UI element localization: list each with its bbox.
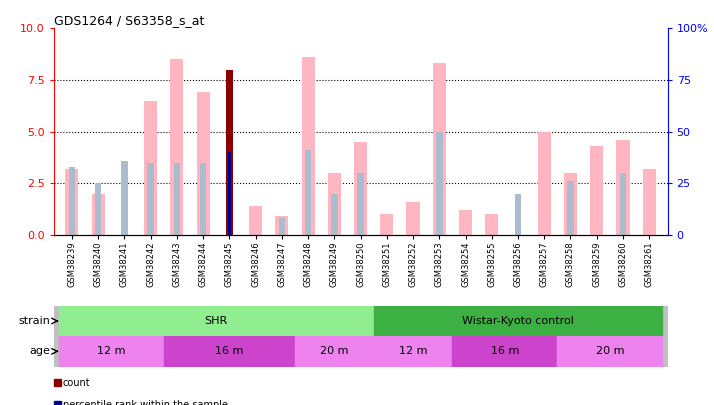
Text: percentile rank within the sample: percentile rank within the sample xyxy=(63,400,228,405)
Text: count: count xyxy=(63,378,90,388)
Bar xyxy=(171,59,183,235)
Bar xyxy=(373,336,453,367)
Bar xyxy=(459,210,472,235)
Bar xyxy=(373,306,663,336)
Bar xyxy=(616,140,630,235)
Text: GDS1264 / S63358_s_at: GDS1264 / S63358_s_at xyxy=(54,14,204,27)
Bar xyxy=(357,173,364,235)
Bar xyxy=(278,218,285,235)
Bar xyxy=(406,202,420,235)
Bar xyxy=(295,336,373,367)
Bar xyxy=(226,70,233,235)
Bar xyxy=(147,163,154,235)
Bar xyxy=(228,152,231,235)
Text: strain: strain xyxy=(18,316,50,326)
Bar xyxy=(453,336,558,367)
Bar xyxy=(91,194,105,235)
Bar xyxy=(200,163,206,235)
Text: 12 m: 12 m xyxy=(399,346,427,356)
Bar xyxy=(436,132,443,235)
Text: 20 m: 20 m xyxy=(320,346,348,356)
Bar xyxy=(249,206,262,235)
Text: 20 m: 20 m xyxy=(595,346,624,356)
Bar xyxy=(486,214,498,235)
Bar xyxy=(144,101,157,235)
Bar xyxy=(66,169,79,235)
Bar xyxy=(354,142,367,235)
Bar xyxy=(305,150,311,235)
Bar xyxy=(226,152,233,235)
Bar xyxy=(59,336,164,367)
Bar xyxy=(643,169,655,235)
Bar xyxy=(590,146,603,235)
Text: 16 m: 16 m xyxy=(215,346,243,356)
Bar xyxy=(164,336,295,367)
Bar xyxy=(328,173,341,235)
Bar xyxy=(196,92,210,235)
Bar xyxy=(433,64,446,235)
Bar xyxy=(331,194,338,235)
Bar xyxy=(276,216,288,235)
Bar xyxy=(515,194,521,235)
Text: Wistar-Kyoto control: Wistar-Kyoto control xyxy=(462,316,574,326)
Bar xyxy=(620,173,626,235)
Bar xyxy=(538,132,550,235)
Bar xyxy=(301,57,315,235)
Bar xyxy=(567,181,574,235)
Bar xyxy=(564,173,577,235)
Bar xyxy=(121,160,128,235)
Bar xyxy=(381,214,393,235)
Text: SHR: SHR xyxy=(205,316,228,326)
Bar xyxy=(95,183,101,235)
Text: 16 m: 16 m xyxy=(491,346,519,356)
Bar xyxy=(59,306,373,336)
Bar xyxy=(69,167,75,235)
Bar xyxy=(174,163,180,235)
Bar xyxy=(558,336,663,367)
Text: age: age xyxy=(29,346,50,356)
Text: 12 m: 12 m xyxy=(97,346,126,356)
